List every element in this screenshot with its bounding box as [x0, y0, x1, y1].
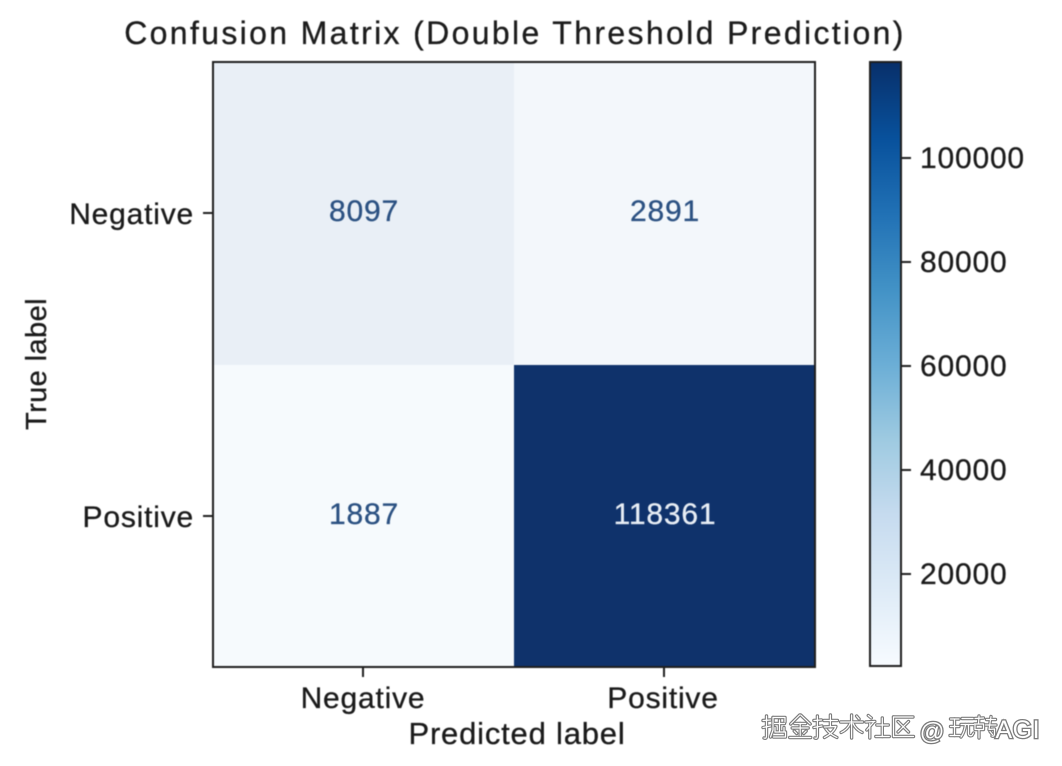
- svg-text:@: @: [920, 719, 945, 746]
- svg-text:AGI: AGI: [996, 716, 1041, 744]
